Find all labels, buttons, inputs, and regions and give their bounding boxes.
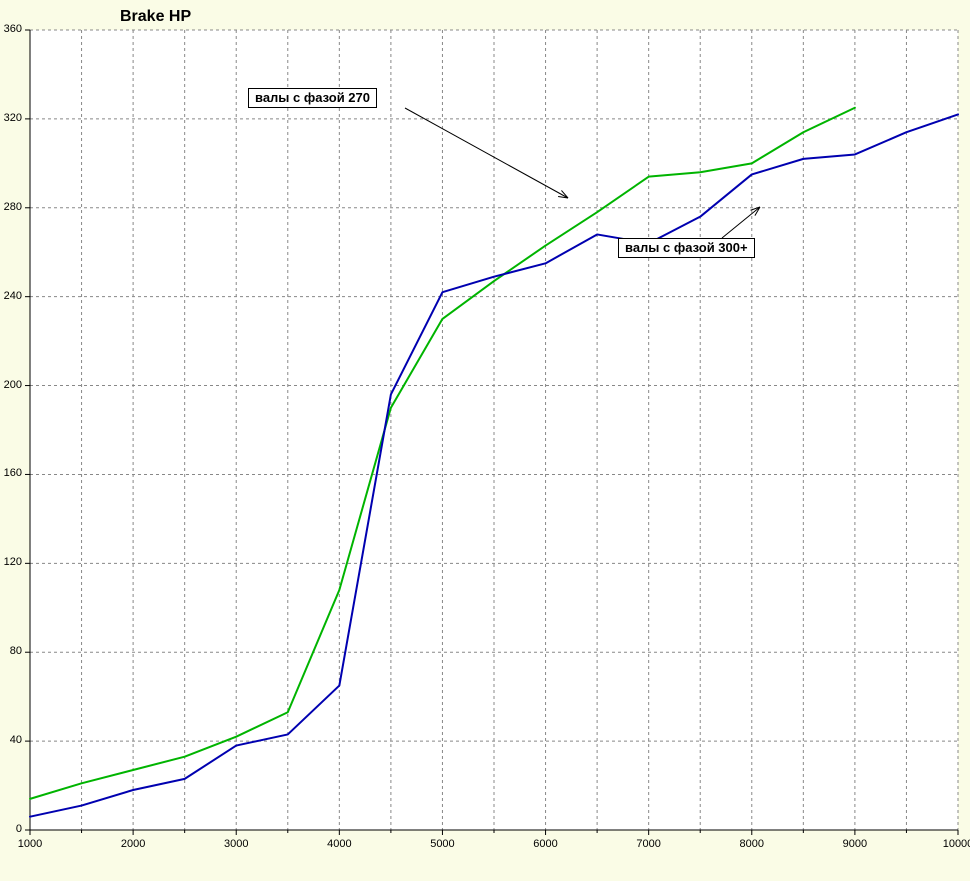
tick-label: 320 xyxy=(4,112,22,124)
tick-label: 10000 xyxy=(943,838,970,850)
tick-label: 240 xyxy=(4,290,22,302)
tick-label: 80 xyxy=(10,645,22,657)
tick-label: 7000 xyxy=(636,838,660,850)
chart-container: Brake HP 0408012016020024028032036010002… xyxy=(0,0,970,881)
tick-label: 360 xyxy=(4,23,22,35)
tick-label: 2000 xyxy=(121,838,145,850)
tick-label: 5000 xyxy=(430,838,454,850)
tick-label: 4000 xyxy=(327,838,351,850)
chart-canvas xyxy=(0,0,970,881)
legend-phase300: валы с фазой 300+ xyxy=(618,238,755,258)
tick-label: 40 xyxy=(10,734,22,746)
tick-label: 1000 xyxy=(18,838,42,850)
tick-label: 8000 xyxy=(740,838,764,850)
tick-label: 6000 xyxy=(533,838,557,850)
tick-label: 9000 xyxy=(843,838,867,850)
tick-label: 3000 xyxy=(224,838,248,850)
legend-phase270: валы с фазой 270 xyxy=(248,88,377,108)
tick-label: 280 xyxy=(4,201,22,213)
tick-label: 200 xyxy=(4,379,22,391)
tick-label: 160 xyxy=(4,467,22,479)
tick-label: 0 xyxy=(16,823,22,835)
tick-label: 120 xyxy=(4,556,22,568)
